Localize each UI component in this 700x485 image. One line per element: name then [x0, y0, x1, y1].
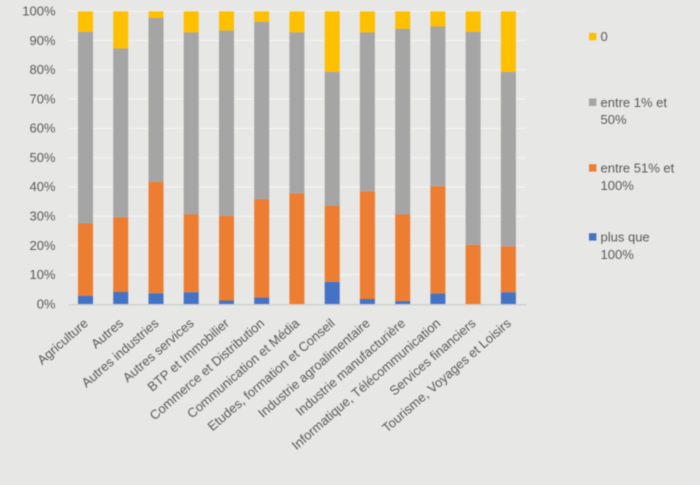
svg-text:entre 1% et: entre 1% et [601, 95, 668, 110]
svg-text:40%: 40% [29, 179, 55, 194]
svg-text:100%: 100% [22, 4, 56, 19]
svg-text:50%: 50% [601, 112, 627, 127]
svg-text:20%: 20% [29, 238, 55, 253]
svg-text:10%: 10% [29, 267, 55, 282]
svg-text:70%: 70% [29, 91, 55, 106]
svg-text:60%: 60% [29, 121, 55, 136]
svg-text:50%: 50% [29, 150, 55, 165]
svg-text:30%: 30% [29, 209, 55, 224]
svg-text:100%: 100% [601, 178, 635, 193]
svg-text:80%: 80% [29, 62, 55, 77]
svg-text:entre 51% et: entre 51% et [601, 161, 675, 176]
svg-text:0: 0 [601, 29, 608, 44]
svg-text:plus que: plus que [601, 230, 650, 245]
svg-text:0%: 0% [37, 296, 56, 311]
svg-text:90%: 90% [29, 33, 55, 48]
svg-text:100%: 100% [601, 247, 635, 262]
